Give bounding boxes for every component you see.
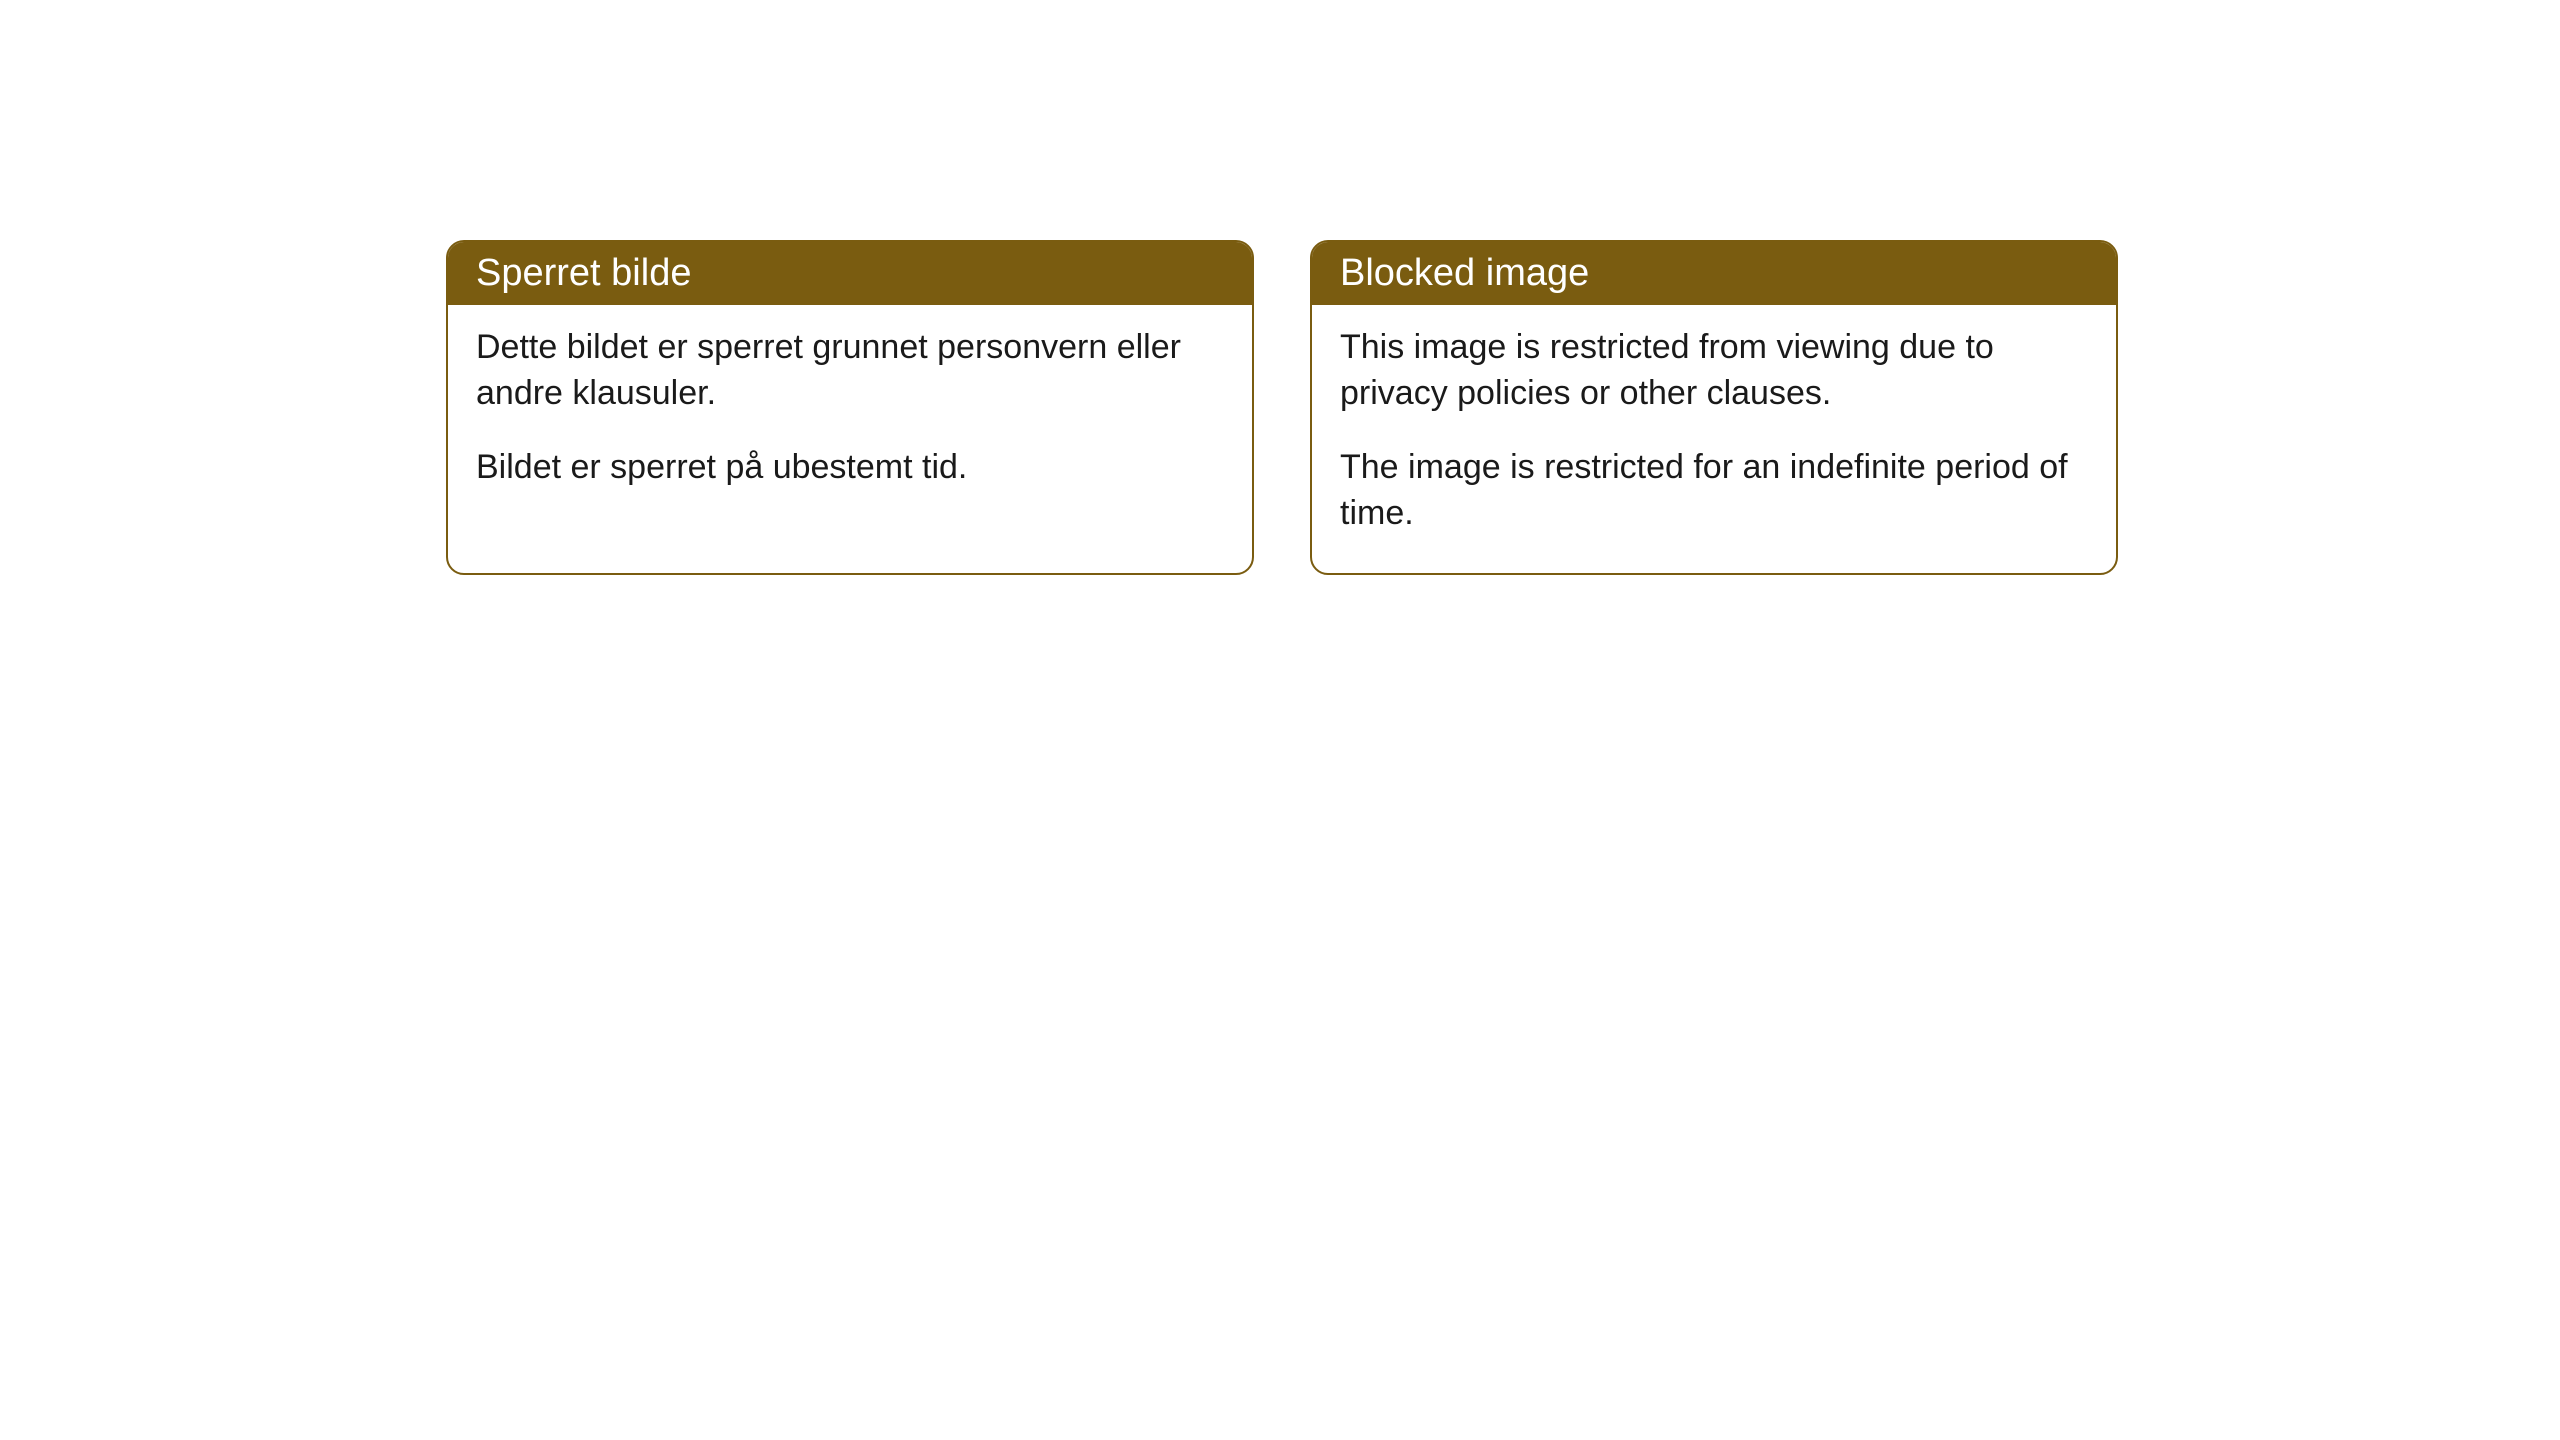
card-title: Sperret bilde <box>476 252 691 294</box>
card-paragraph-2: Bildet er sperret på ubestemt tid. <box>476 445 1224 491</box>
card-paragraph-1: Dette bildet er sperret grunnet personve… <box>476 325 1224 417</box>
card-title: Blocked image <box>1340 252 1589 294</box>
notice-cards-container: Sperret bilde Dette bildet er sperret gr… <box>446 240 2118 575</box>
notice-card-norwegian: Sperret bilde Dette bildet er sperret gr… <box>446 240 1254 575</box>
card-header-norwegian: Sperret bilde <box>448 242 1252 305</box>
card-paragraph-2: The image is restricted for an indefinit… <box>1340 445 2088 537</box>
card-paragraph-1: This image is restricted from viewing du… <box>1340 325 2088 417</box>
card-header-english: Blocked image <box>1312 242 2116 305</box>
notice-card-english: Blocked image This image is restricted f… <box>1310 240 2118 575</box>
card-body-norwegian: Dette bildet er sperret grunnet personve… <box>448 305 1252 527</box>
card-body-english: This image is restricted from viewing du… <box>1312 305 2116 573</box>
